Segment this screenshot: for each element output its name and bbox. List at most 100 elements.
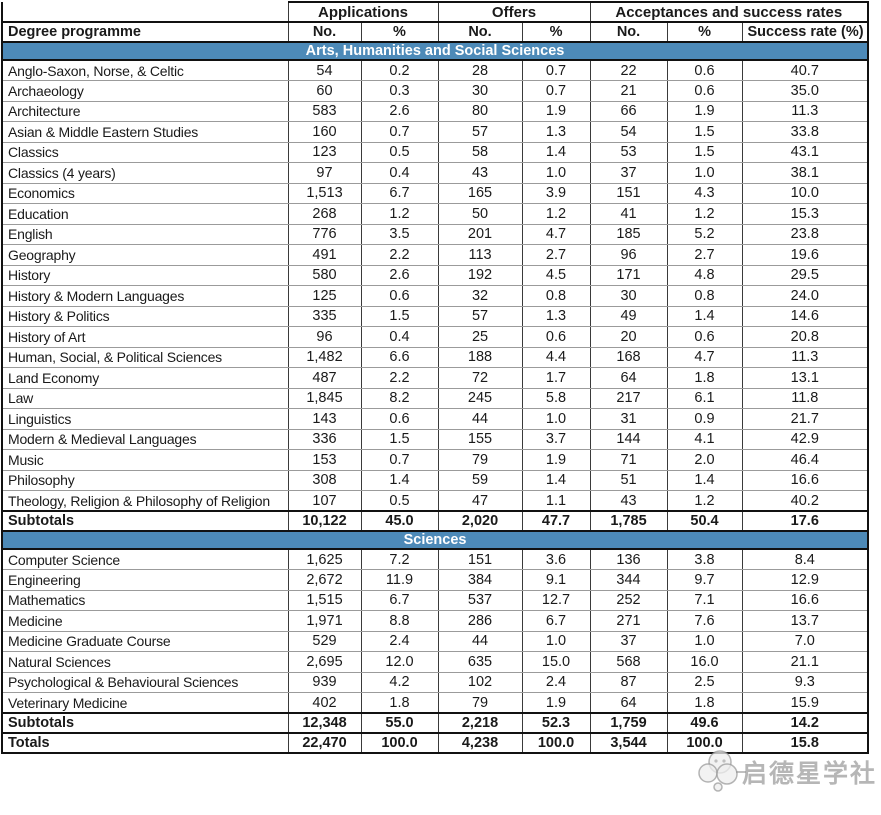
value-cell: 38.1 (741, 162, 870, 184)
value-cell: 49.6 (666, 712, 743, 734)
value-cell: 1.3 (521, 305, 591, 327)
table-row: Medicine 1,971 8.8 286 6.7 271 7.6 13.7 (1, 610, 870, 632)
value-cell: 47.7 (521, 510, 591, 532)
value-cell: 580 (287, 264, 362, 286)
value-cell: 1.8 (666, 692, 743, 714)
value-cell: 3,544 (589, 732, 668, 754)
value-cell: 2.4 (360, 630, 439, 652)
value-cell: 1.0 (666, 630, 743, 652)
value-cell: 15.0 (521, 651, 591, 673)
value-cell: 17.6 (741, 510, 870, 532)
value-cell: 6.7 (360, 589, 439, 611)
value-cell: 155 (437, 428, 523, 450)
value-cell: 13.1 (741, 367, 870, 389)
value-cell: 0.5 (360, 141, 439, 163)
value-cell: 43.1 (741, 141, 870, 163)
value-cell: 25 (437, 326, 523, 348)
value-cell: 7.0 (741, 630, 870, 652)
value-cell: 100.0 (521, 732, 591, 754)
value-cell: 0.7 (360, 449, 439, 471)
value-cell: 4.5 (521, 264, 591, 286)
section-title: Sciences (0, 530, 870, 550)
value-cell: 16.6 (741, 589, 870, 611)
value-cell: 487 (287, 367, 362, 389)
value-cell: 57 (437, 121, 523, 143)
value-cell: 96 (287, 326, 362, 348)
table-row: Theology, Religion & Philosophy of Relig… (1, 490, 870, 512)
value-cell: 51 (589, 469, 668, 491)
value-cell: 33.8 (741, 121, 870, 143)
value-cell: 2.6 (360, 100, 439, 122)
table-row: Computer Science 1,625 7.2 151 3.6 136 3.8 8.4 (1, 548, 870, 570)
value-cell: 1.4 (360, 469, 439, 491)
value-cell: 1.2 (666, 490, 743, 512)
value-cell: 12.0 (360, 651, 439, 673)
table-row: Education 268 1.2 50 1.2 41 1.2 15.3 (1, 203, 870, 225)
value-cell: 1,759 (589, 712, 668, 734)
value-cell: 23.8 (741, 223, 870, 245)
value-cell: 1.9 (521, 100, 591, 122)
value-cell: 1.0 (521, 162, 591, 184)
value-cell: 3.9 (521, 182, 591, 204)
value-cell: 1.9 (521, 449, 591, 471)
value-cell: 151 (437, 548, 523, 570)
value-cell: 1.8 (360, 692, 439, 714)
table-row: Psychological & Behavioural Sciences 939 4… (1, 671, 870, 693)
value-cell: 12,348 (287, 712, 362, 734)
column-header-offers-no: No. (437, 21, 523, 43)
value-cell: 66 (589, 100, 668, 122)
value-cell: 15.9 (741, 692, 870, 714)
value-cell: 168 (589, 346, 668, 368)
value-cell: 153 (287, 449, 362, 471)
programme-name-cell: Computer Science (1, 548, 289, 570)
value-cell: 286 (437, 610, 523, 632)
column-header-success-rate: Success rate (%) (741, 21, 870, 43)
programme-name-cell: Land Economy (1, 367, 289, 389)
table-row: Classics 123 0.5 58 1.4 53 1.5 43.1 (1, 141, 870, 163)
table-row: Modern & Medieval Languages 336 1.5 155 3.7 1… (1, 428, 870, 450)
value-cell: 3.8 (666, 548, 743, 570)
value-cell: 35.0 (741, 80, 870, 102)
value-cell: 87 (589, 671, 668, 693)
table-row: Classics (4 years) 97 0.4 43 1.0 37 1.0 38.1 (1, 162, 870, 184)
programme-name-cell: Psychological & Behavioural Sciences (1, 671, 289, 693)
value-cell: 4,238 (437, 732, 523, 754)
programme-name-cell: Geography (1, 244, 289, 266)
value-cell: 7.1 (666, 589, 743, 611)
value-cell: 11.3 (741, 100, 870, 122)
value-cell: 44 (437, 630, 523, 652)
table-row: History & Modern Languages 125 0.6 32 0.8 30 0… (1, 285, 870, 307)
programme-name-cell: History of Art (1, 326, 289, 348)
value-cell: 30 (437, 80, 523, 102)
value-cell: 1.9 (666, 100, 743, 122)
value-cell: 1.2 (521, 203, 591, 225)
value-cell: 107 (287, 490, 362, 512)
value-cell: 1.0 (666, 162, 743, 184)
value-cell: 6.7 (360, 182, 439, 204)
value-cell: 0.7 (521, 80, 591, 102)
value-cell: 49 (589, 305, 668, 327)
value-cell: 1.9 (521, 692, 591, 714)
value-cell: 4.2 (360, 671, 439, 693)
table-row: History 580 2.6 192 4.5 171 4.8 29.5 (1, 264, 870, 286)
value-cell: 24.0 (741, 285, 870, 307)
programme-name-cell: Subtotals (1, 712, 289, 734)
value-cell: 144 (589, 428, 668, 450)
value-cell: 2,020 (437, 510, 523, 532)
value-cell: 31 (589, 408, 668, 430)
section-banner-row: Arts, Humanities and Social Sciences (0, 41, 870, 61)
value-cell: 136 (589, 548, 668, 570)
value-cell: 8.4 (741, 548, 870, 570)
programme-name-cell: Human, Social, & Political Sciences (1, 346, 289, 368)
value-cell: 1.7 (521, 367, 591, 389)
value-cell: 1,482 (287, 346, 362, 368)
programme-name-cell: Education (1, 203, 289, 225)
value-cell: 529 (287, 630, 362, 652)
table-row: Architecture 583 2.6 80 1.9 66 1.9 11.3 (1, 100, 870, 122)
value-cell: 20.8 (741, 326, 870, 348)
value-cell: 10.0 (741, 182, 870, 204)
value-cell: 384 (437, 569, 523, 591)
value-cell: 5.2 (666, 223, 743, 245)
programme-name-cell: Mathematics (1, 589, 289, 611)
value-cell: 28 (437, 59, 523, 81)
